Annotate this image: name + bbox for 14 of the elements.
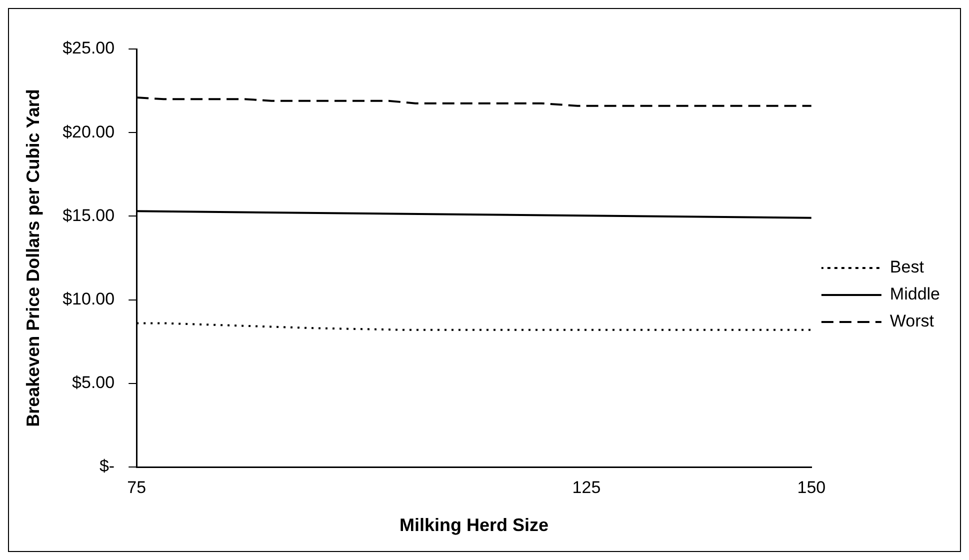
y-tick-label: $25.00: [62, 38, 115, 58]
y-tick-label: $15.00: [62, 206, 115, 225]
x-tick-label: 125: [572, 478, 601, 497]
legend-label: Worst: [890, 312, 934, 331]
y-tick-label: $10.00: [62, 289, 115, 308]
y-tick-label: $5.00: [72, 373, 115, 392]
y-axis-title: Breakeven Price Dollars per Cubic Yard: [22, 89, 43, 427]
y-tick-label: $-: [99, 456, 115, 476]
legend-label: Middle: [890, 284, 940, 304]
x-tick-label: 150: [797, 478, 826, 497]
legend-label: Best: [890, 258, 924, 277]
x-tick-label: 75: [127, 478, 146, 497]
y-tick-label: $20.00: [62, 122, 115, 142]
x-axis-title: Milking Herd Size: [399, 515, 549, 536]
